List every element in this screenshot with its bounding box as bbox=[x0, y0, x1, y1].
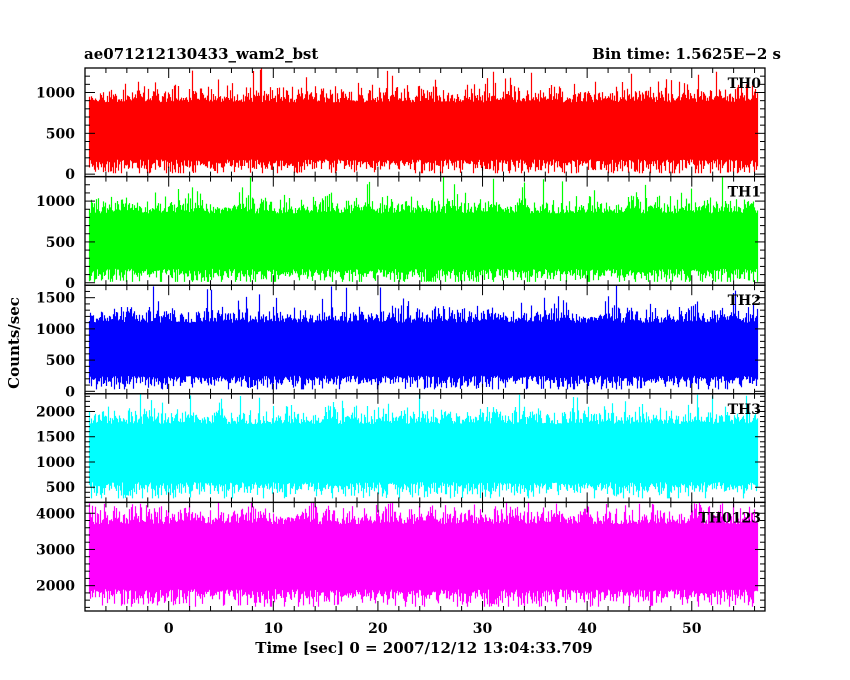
y-tick-label: 1500 bbox=[36, 291, 75, 307]
y-tick-label: 3000 bbox=[36, 542, 75, 558]
x-tick-label: 0 bbox=[164, 621, 174, 637]
series-th2 bbox=[88, 286, 759, 390]
panel-label-th1: TH1 bbox=[728, 185, 761, 201]
series-th0 bbox=[88, 68, 759, 174]
y-axis-label: Counts/sec bbox=[5, 297, 23, 389]
x-axis-label: Time [sec] 0 = 2007/12/12 13:04:33.709 bbox=[255, 639, 592, 657]
y-tick-label: 500 bbox=[46, 126, 75, 142]
y-tick-label: 2000 bbox=[36, 579, 75, 595]
y-tick-label: 500 bbox=[46, 480, 75, 496]
y-tick-label: 0 bbox=[65, 384, 75, 400]
series-th3 bbox=[88, 394, 759, 499]
y-tick-label: 1000 bbox=[36, 455, 75, 471]
x-tick-label: 40 bbox=[577, 621, 597, 637]
panel-label-th0: TH0 bbox=[728, 76, 762, 92]
y-tick-label: 1500 bbox=[36, 430, 75, 446]
y-tick-label: 0 bbox=[65, 167, 75, 183]
x-tick-label: 50 bbox=[682, 621, 702, 637]
y-tick-label: 500 bbox=[46, 235, 75, 251]
y-tick-label: 1000 bbox=[36, 194, 75, 210]
panel-label-th0123: TH0123 bbox=[698, 510, 761, 526]
y-tick-label: 1000 bbox=[36, 322, 75, 338]
y-tick-label: 4000 bbox=[36, 506, 75, 522]
x-tick-label: 10 bbox=[264, 621, 284, 637]
y-tick-label: 0 bbox=[65, 276, 75, 292]
series-th0123 bbox=[88, 502, 759, 607]
y-tick-label: 2000 bbox=[36, 404, 75, 420]
y-tick-label: 1000 bbox=[36, 85, 75, 101]
panel-label-th3: TH3 bbox=[728, 402, 761, 418]
chart-title: ae071212130433_wam2_bst bbox=[84, 45, 318, 63]
chart-subtitle: Bin time: 1.5625E−2 s bbox=[592, 45, 781, 63]
x-tick-label: 20 bbox=[368, 621, 388, 637]
series-th1 bbox=[88, 177, 759, 282]
panel-label-th2: TH2 bbox=[728, 293, 761, 309]
y-tick-label: 500 bbox=[46, 353, 75, 369]
x-tick-label: 30 bbox=[473, 621, 493, 637]
